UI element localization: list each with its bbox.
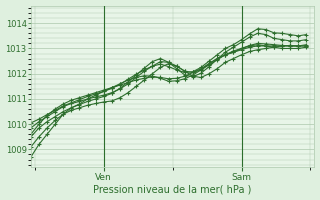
X-axis label: Pression niveau de la mer( hPa ): Pression niveau de la mer( hPa ) bbox=[93, 184, 252, 194]
